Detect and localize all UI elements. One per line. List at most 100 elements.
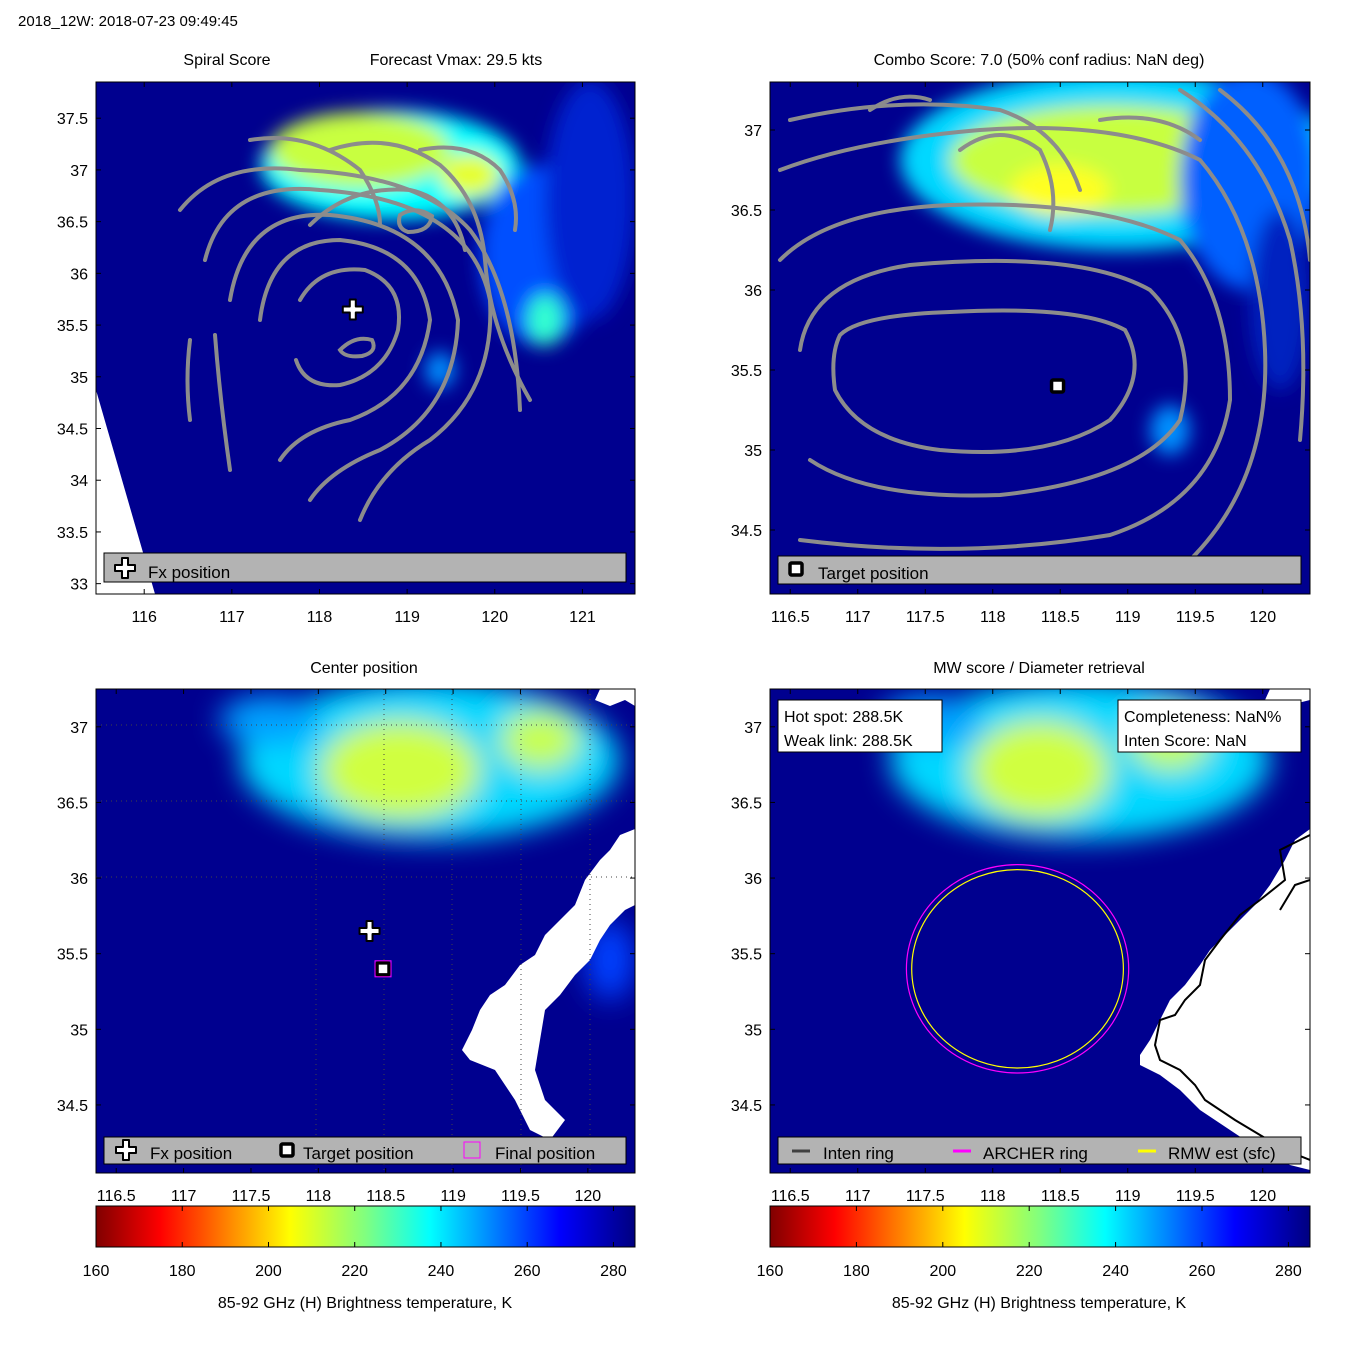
combo-legend-square-icon (788, 561, 804, 577)
mw-ytick-label: 37 (744, 720, 762, 737)
center-xtick-label: 119 (440, 1188, 466, 1205)
mw-colorbar-label: 85-92 GHz (H) Brightness temperature, K (892, 1295, 1187, 1312)
center-colorbar-tick: 260 (514, 1263, 541, 1280)
center-legend-label-0: Fx position (150, 1144, 232, 1163)
center-ytick-label: 36 (70, 871, 88, 888)
center-axis-ticks: 116.5 117 117.5 118 118.5 119 119.5 120 34.5 35 35… (57, 689, 635, 1205)
center-legend: Fx position Target position Final positi… (103, 1136, 627, 1165)
mw-rings (905, 864, 1130, 1074)
center-colorbar: 160 180 200 220 240 260 280 85-92 GHz (H) Brig… (83, 1205, 636, 1312)
spiral-legend-label-0: Fx position (148, 563, 230, 582)
spiral-axis-ticks: 116 117 118 119 120 121 33 33.5 34 34.5 35 35.5 36 36… (57, 82, 635, 626)
combo-ytick-label: 37 (744, 123, 762, 140)
center-legend-magenta-square-icon (463, 1141, 481, 1159)
center-legend-label-1: Target position (303, 1144, 414, 1163)
combo-axis-ticks: 116.5 117 117.5 118 118.5 119 119.5 120 34.5 35 35… (731, 82, 1310, 626)
mw-legend: Inten ring ARCHER ring RMW est (sfc) (777, 1136, 1302, 1165)
mw-xtick-label: 120 (1249, 1188, 1276, 1205)
spiral-xtick-label: 120 (481, 609, 508, 626)
figure-header: 2018_12W: 2018-07-23 09:49:45 (18, 13, 238, 30)
combo-xtick-label: 120 (1249, 609, 1276, 626)
spiral-legend: Fx position (103, 552, 627, 583)
mw-inten-score: Inten Score: NaN (1124, 733, 1247, 750)
spiral-title-right: Forecast Vmax: 29.5 kts (370, 52, 543, 69)
center-markers (358, 920, 392, 978)
center-colorbar-tick: 200 (255, 1263, 282, 1280)
center-target-position-marker (375, 961, 391, 977)
mw-colorbar-tick: 260 (1189, 1263, 1216, 1280)
center-legend-plus-icon (115, 1139, 137, 1161)
mw-xtick-label: 117 (845, 1188, 871, 1205)
mw-xtick-label: 119 (1115, 1188, 1141, 1205)
center-xtick-label: 120 (574, 1188, 601, 1205)
mw-ytick-label: 36 (744, 871, 762, 888)
combo-xtick-label: 117.5 (906, 609, 945, 626)
mw-colorbar-tick: 220 (1016, 1263, 1043, 1280)
center-ytick-label: 35.5 (57, 947, 88, 964)
center-xtick-label: 117 (171, 1188, 197, 1205)
spiral-ytick-label: 34.5 (57, 422, 88, 439)
mw-legend-label-0: Inten ring (823, 1144, 894, 1163)
spiral-land (96, 390, 155, 594)
center-field (96, 689, 635, 1173)
mw-xtick-label: 116.5 (771, 1188, 810, 1205)
center-ytick-label: 34.5 (57, 1098, 88, 1115)
spiral-ytick-label: 33 (70, 577, 88, 594)
combo-xtick-label: 118.5 (1041, 609, 1080, 626)
spiral-ytick-label: 33.5 (57, 525, 88, 542)
combo-ytick-label: 36.5 (731, 203, 762, 220)
spiral-legend-plus-icon (114, 557, 136, 579)
spiral-panel: 116 117 118 119 120 121 33 33.5 34 34.5 35 35.5 36 36… (57, 52, 636, 626)
mw-ytick-label: 35.5 (731, 947, 762, 964)
center-panel: 116.5 117 117.5 118 118.5 119 119.5 120 34.5 35 35… (57, 660, 636, 1312)
combo-target-position-marker (1049, 378, 1066, 394)
center-legend-label-2: Final position (495, 1144, 595, 1163)
combo-field (770, 82, 1310, 594)
center-colorbar-tick: 280 (600, 1263, 627, 1280)
combo-markers (1049, 378, 1066, 394)
spiral-xtick-label: 121 (569, 609, 596, 626)
mw-colorbar-tick: 180 (843, 1263, 870, 1280)
spiral-markers (341, 298, 364, 321)
center-ytick-label: 36.5 (57, 795, 88, 812)
center-fx-position-marker (358, 920, 381, 942)
center-colorbar-label: 85-92 GHz (H) Brightness temperature, K (218, 1295, 513, 1312)
spiral-ytick-label: 34 (70, 473, 88, 490)
spiral-xtick-label: 118 (307, 609, 333, 626)
center-xtick-label: 118.5 (366, 1188, 405, 1205)
center-ytick-label: 35 (70, 1022, 88, 1039)
combo-ytick-label: 35 (744, 443, 762, 460)
mw-info-left: Hot spot: 288.5K Weak link: 288.5K (777, 699, 943, 753)
mw-ring-0 (905, 864, 1130, 1074)
mw-xtick-label: 119.5 (1176, 1188, 1215, 1205)
center-colorbar-tick: 180 (169, 1263, 196, 1280)
center-xtick-label: 117.5 (232, 1188, 271, 1205)
center-ytick-label: 37 (70, 720, 88, 737)
combo-contours (778, 88, 1310, 562)
center-gridlines (96, 689, 635, 1173)
mw-xtick-label: 118.5 (1041, 1188, 1080, 1205)
combo-ytick-label: 34.5 (731, 523, 762, 540)
spiral-frame (95, 81, 636, 595)
mw-ytick-label: 36.5 (731, 795, 762, 812)
spiral-xtick-label: 119 (394, 609, 420, 626)
mw-colorbar-tick: 240 (1102, 1263, 1129, 1280)
spiral-ytick-label: 35.5 (57, 318, 88, 335)
spiral-ytick-label: 35 (70, 370, 88, 387)
mw-colorbar-tick: 200 (929, 1263, 956, 1280)
mw-info-right: Completeness: NaN% Inten Score: NaN (1117, 699, 1302, 753)
mw-xtick-label: 118 (980, 1188, 1006, 1205)
spiral-ytick-label: 37 (70, 163, 88, 180)
mw-title: MW score / Diameter retrieval (933, 660, 1145, 677)
center-colorbar-tick: 220 (341, 1263, 368, 1280)
mw-frame (769, 688, 1311, 1174)
mw-completeness: Completeness: NaN% (1124, 709, 1281, 726)
mw-hot-spot: Hot spot: 288.5K (784, 709, 904, 726)
center-xtick-label: 116.5 (97, 1188, 136, 1205)
mw-colorbar-tick: 280 (1275, 1263, 1302, 1280)
mw-field (770, 689, 1310, 1173)
combo-legend-label-0: Target position (818, 564, 929, 583)
combo-xtick-label: 119 (1115, 609, 1141, 626)
mw-axis-ticks: 116.5 117 117.5 118 118.5 119 119.5 120 34.5 35 35… (731, 689, 1310, 1205)
